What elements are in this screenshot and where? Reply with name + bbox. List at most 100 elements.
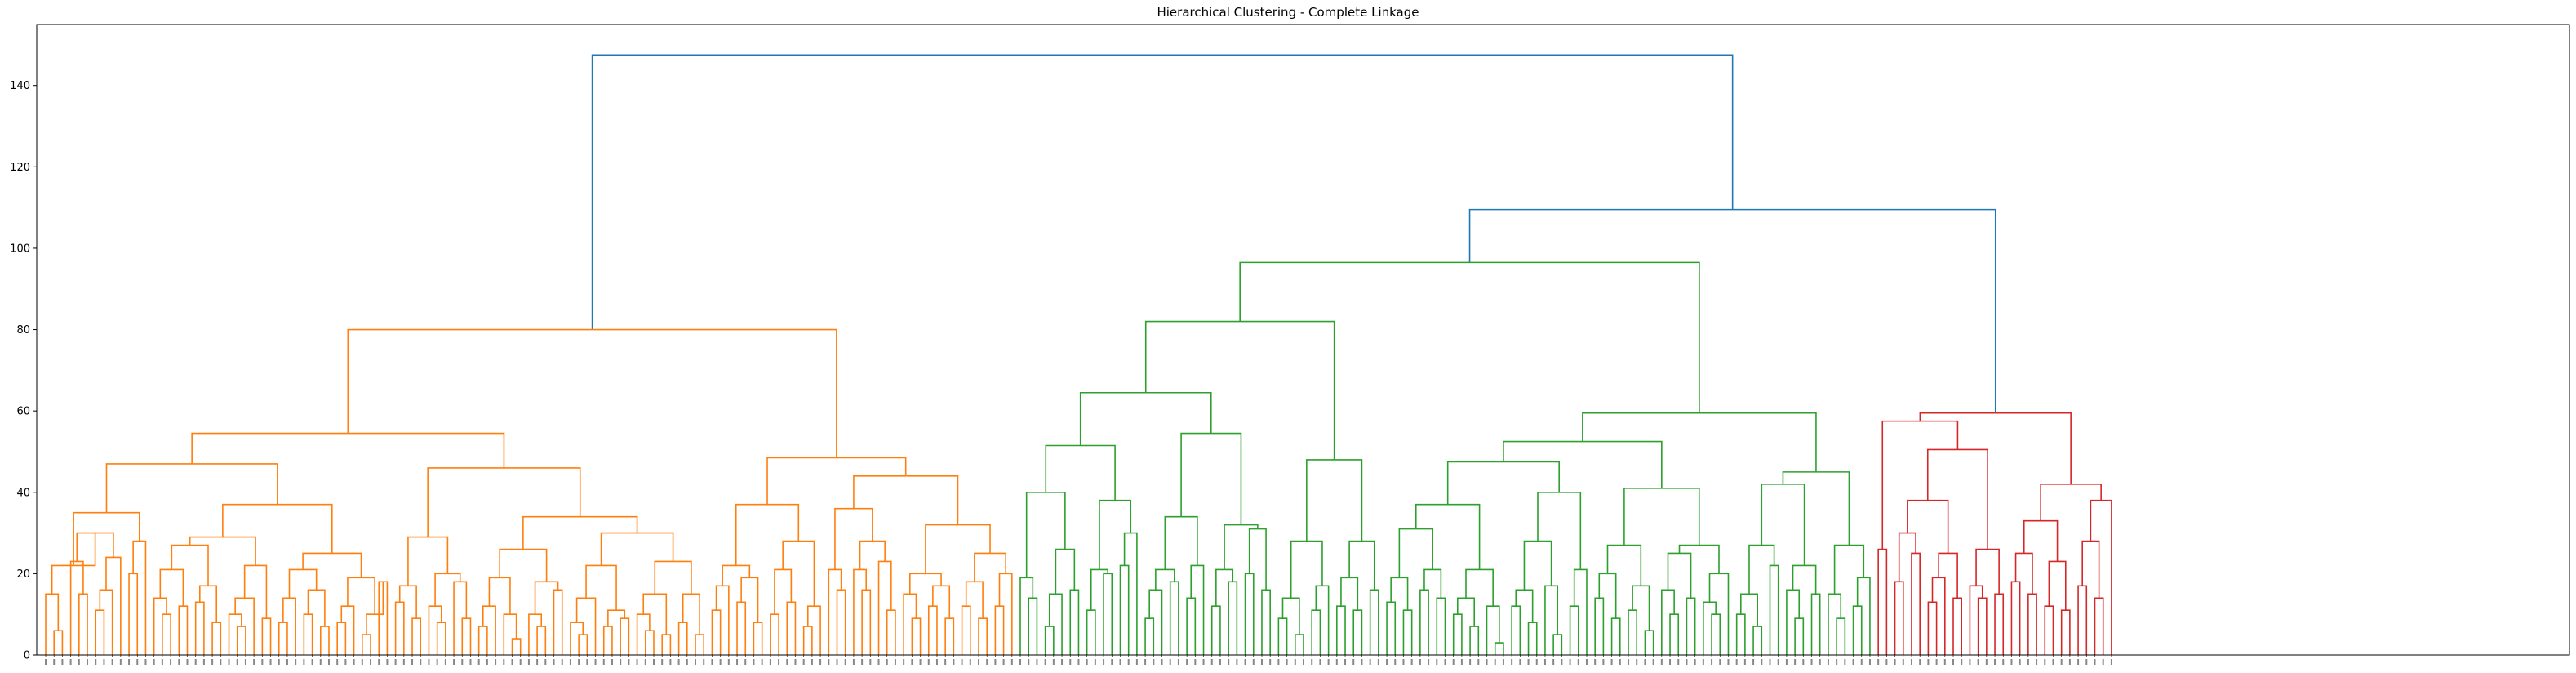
leaf-label-mark xyxy=(1019,659,1022,665)
leaf-label-mark xyxy=(1103,659,1105,665)
leaf-label-mark xyxy=(477,659,480,665)
dendrogram-link-green xyxy=(1794,617,1805,655)
leaf-label-mark xyxy=(1260,659,1263,665)
dendrogram-link-orange xyxy=(806,605,821,655)
dendrogram-link-orange xyxy=(853,475,959,525)
dendrogram-link-orange xyxy=(802,626,813,655)
dendrogram-link-orange xyxy=(886,609,896,655)
leaf-label-mark xyxy=(977,659,979,665)
dendrogram-link-green xyxy=(1852,605,1863,655)
leaf-label-mark xyxy=(1619,659,1621,665)
leaf-label-mark xyxy=(744,659,747,665)
leaf-label-mark xyxy=(2094,659,2096,665)
leaf-label-mark xyxy=(1010,659,1013,665)
dendrogram-link-green xyxy=(1628,609,1638,655)
dendrogram-link-orange xyxy=(407,536,449,586)
dendrogram-link-green xyxy=(1369,589,1379,655)
leaf-label-mark xyxy=(519,659,522,665)
dendrogram-link-green xyxy=(1836,617,1846,655)
dendrogram-link-orange xyxy=(711,609,722,655)
leaf-label-mark xyxy=(1585,659,1588,665)
dendrogram-link-orange xyxy=(522,515,638,550)
dendrogram-link-orange xyxy=(211,622,222,655)
leaf-label-mark xyxy=(1777,659,1779,665)
dendrogram-link-orange xyxy=(428,605,442,655)
leaf-label-mark xyxy=(919,659,922,665)
dendrogram-link-green xyxy=(1465,568,1494,607)
leaf-label-mark xyxy=(1028,659,1030,665)
dendrogram-link-orange xyxy=(51,533,96,595)
leaf-label-mark xyxy=(1344,659,1347,665)
leaf-label-mark xyxy=(2110,659,2112,665)
leaf-label-mark xyxy=(1711,659,1713,665)
leaf-label-mark xyxy=(1202,659,1205,665)
dendrogram-link-red xyxy=(1952,597,1963,655)
leaf-label-mark xyxy=(828,659,830,665)
dendrogram-link-green xyxy=(1190,564,1205,655)
dendrogram-link-green xyxy=(1169,581,1179,655)
dendrogram-link-orange xyxy=(911,617,922,655)
leaf-label-mark xyxy=(636,659,638,665)
leaf-label-mark xyxy=(2027,659,2029,665)
dendrogram-link-orange xyxy=(427,467,581,537)
leaf-label-mark xyxy=(1311,659,1313,665)
leaf-label-mark xyxy=(1752,659,1755,665)
leaf-labels xyxy=(45,655,2112,665)
leaf-label-mark xyxy=(1477,659,1480,665)
dendrogram-link-green xyxy=(1028,597,1038,655)
dendrogram-link-green xyxy=(1511,605,1521,655)
leaf-label-mark xyxy=(586,659,588,665)
leaf-label-mark xyxy=(1644,659,1646,665)
leaf-label-mark xyxy=(686,659,688,665)
dendrogram-link-orange xyxy=(347,328,837,458)
dendrogram-link-green xyxy=(1103,573,1113,655)
dendrogram-link-red xyxy=(1907,499,1949,554)
dendrogram-link-orange xyxy=(434,573,461,607)
leaf-label-mark xyxy=(819,659,822,665)
dendrogram-link-orange xyxy=(398,585,417,619)
dendrogram-link-orange xyxy=(553,589,563,655)
dendrogram-link-orange xyxy=(153,597,167,655)
leaf-label-mark xyxy=(1527,659,1530,665)
leaf-label-mark xyxy=(119,659,122,665)
leaf-label-mark xyxy=(428,659,430,665)
dendrogram-link-green xyxy=(1099,499,1132,570)
dendrogram-link-orange xyxy=(482,605,496,655)
dendrogram-link-orange xyxy=(644,630,655,655)
leaf-label-mark xyxy=(1702,659,1704,665)
plot-frame xyxy=(36,24,2570,656)
leaf-label-mark xyxy=(53,659,56,665)
dendrogram-link-orange xyxy=(69,560,84,655)
leaf-label-mark xyxy=(1460,659,1463,665)
leaf-label-mark xyxy=(1636,659,1638,665)
leaf-label-mark xyxy=(244,659,246,665)
dendrogram-link-green xyxy=(1144,617,1155,655)
leaf-label-mark xyxy=(495,659,497,665)
dendrogram-link-green xyxy=(1315,585,1330,655)
leaf-label-mark xyxy=(1394,659,1397,665)
leaf-label-mark xyxy=(1743,659,1746,665)
leaf-label-mark xyxy=(1219,659,1221,665)
leaf-label-mark xyxy=(1836,659,1838,665)
dendrogram-link-green xyxy=(1055,548,1076,595)
leaf-label-mark xyxy=(1594,659,1597,665)
y-tick-label: 60 xyxy=(16,406,30,418)
dendrogram-link-orange xyxy=(162,613,171,655)
dendrogram-link-green xyxy=(1708,573,1730,655)
dendrogram-link-orange xyxy=(740,577,759,623)
leaf-label-mark xyxy=(1877,659,1880,665)
dendrogram-link-root xyxy=(591,54,1734,330)
dendrogram-link-orange xyxy=(661,634,672,655)
leaf-label-mark xyxy=(927,659,930,665)
dendrogram-link-orange xyxy=(53,630,64,655)
leaf-label-mark xyxy=(527,659,530,665)
dendrogram-link-green xyxy=(1828,593,1842,655)
dendrogram-link-orange xyxy=(105,463,278,513)
dendrogram-link-green xyxy=(1582,412,1817,472)
leaf-label-mark xyxy=(1452,659,1455,665)
leaf-label-mark xyxy=(1802,659,1805,665)
dendrogram-link-green xyxy=(1856,577,1871,655)
leaf-label-mark xyxy=(295,659,297,665)
dendrogram-link-green xyxy=(1761,484,1805,566)
dendrogram-link-orange xyxy=(677,622,688,655)
